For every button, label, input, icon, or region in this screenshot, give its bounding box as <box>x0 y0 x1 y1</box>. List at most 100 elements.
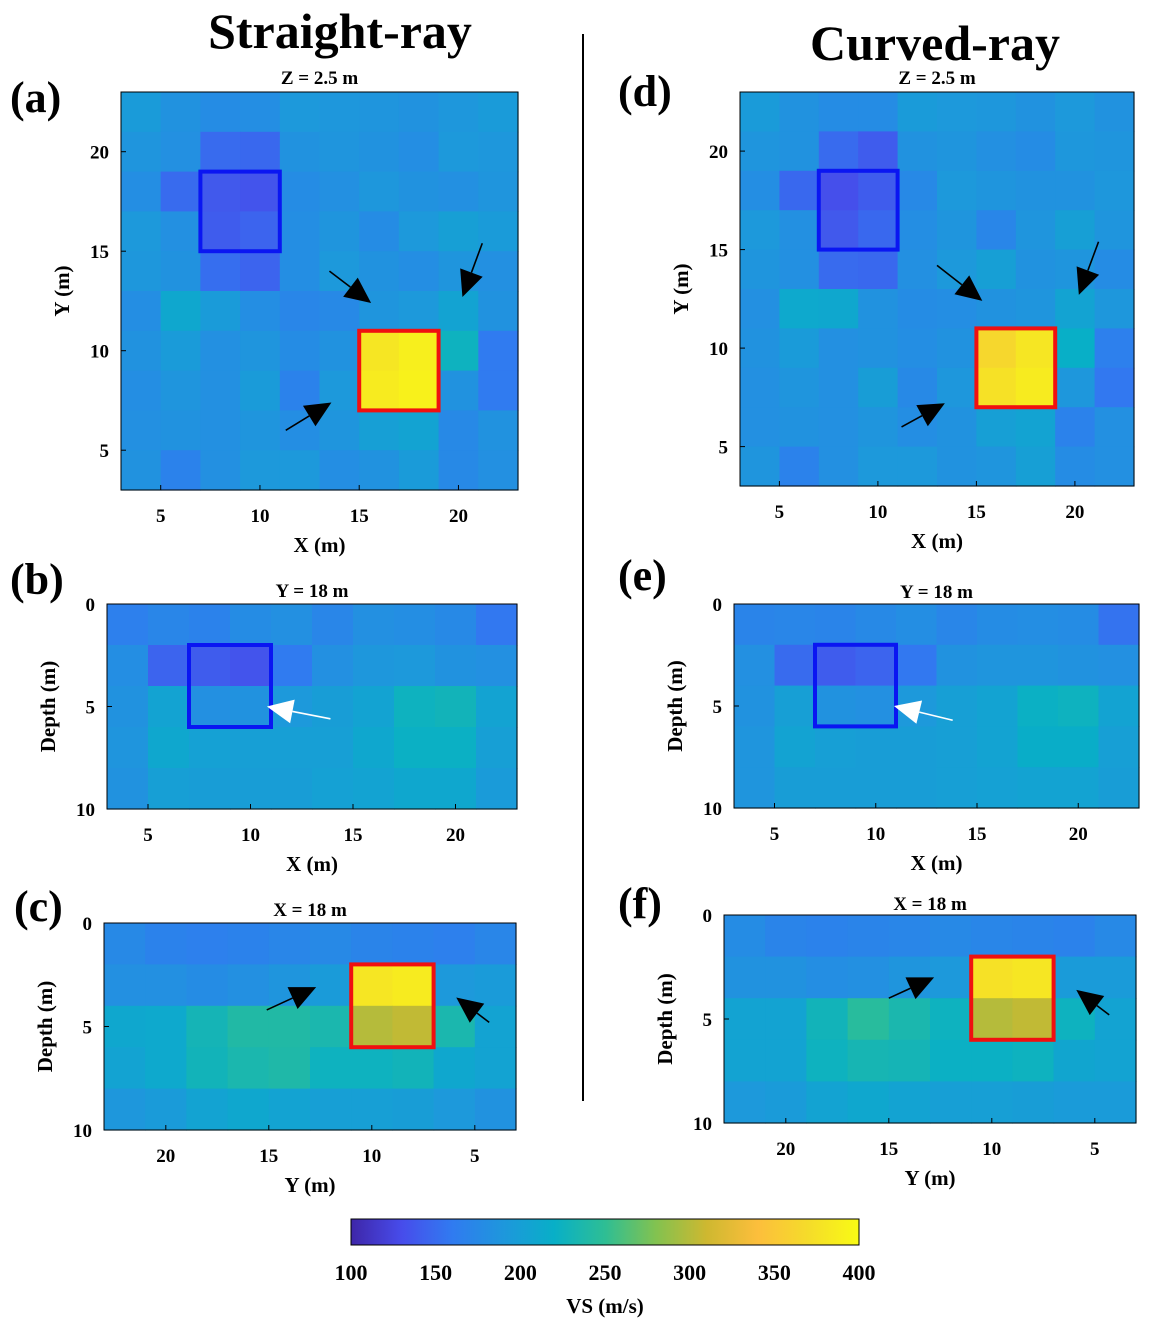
heatmap-cell <box>268 1088 311 1131</box>
heatmap-cell <box>1094 289 1135 329</box>
heatmap-cell <box>189 727 231 769</box>
heatmap-cell <box>279 330 321 372</box>
heatmap-cell <box>148 768 190 810</box>
annotation-arrow <box>1076 241 1100 295</box>
heatmap-cell <box>435 645 477 687</box>
heatmap-cell <box>398 251 440 292</box>
heatmap-cell <box>240 211 281 252</box>
heatmap-cell <box>977 726 1019 768</box>
anomaly-box <box>813 642 898 729</box>
heatmap-cell <box>977 644 1019 687</box>
heatmap-cell <box>398 291 440 332</box>
y-tick-label: 5 <box>83 1018 93 1039</box>
panel-label: (d) <box>618 67 672 116</box>
heatmap-cell <box>104 964 146 1007</box>
y-tick-label: 5 <box>713 697 723 718</box>
heatmap-cell <box>930 1039 972 1082</box>
heatmap-cell <box>438 450 479 491</box>
heatmap-cell <box>353 727 395 769</box>
annotation-arrow <box>460 242 484 297</box>
y-tick-label: 15 <box>90 242 109 263</box>
heatmap-cell <box>121 330 162 372</box>
heatmap-cell <box>818 328 859 369</box>
heatmap-cell <box>937 170 977 211</box>
x-tick-label: 20 <box>1069 824 1088 845</box>
heatmap-cell <box>121 370 162 411</box>
heatmap-cell <box>392 923 435 965</box>
panel-b: 5 10 15 20 0 5 10 Y = 18 m X (m) Depth (m) (b) <box>10 555 518 876</box>
heatmap-cell <box>936 604 978 646</box>
y-tick-label: 0 <box>83 914 93 935</box>
heatmap-cell <box>398 370 440 411</box>
heatmap-cell <box>438 370 479 411</box>
panel-title: Z = 2.5 m <box>898 68 975 89</box>
y-tick-label: 20 <box>90 143 109 164</box>
heatmap-cell <box>312 768 354 810</box>
heatmap-cell <box>240 370 281 411</box>
heatmap-cell <box>104 1047 146 1090</box>
heatmap-cell <box>359 330 400 372</box>
heatmap-cell <box>818 92 859 132</box>
heatmap-cell <box>200 370 241 411</box>
heatmap-cell <box>476 768 518 810</box>
colorbar-tick-label: 400 <box>843 1260 876 1285</box>
heatmap-cell <box>392 1005 435 1048</box>
panels: 5 10 15 20 5 10 15 20 Z = 2.5 m X (m) Y (m) (a) 5 10 1… <box>10 67 1140 1197</box>
heatmap-cell <box>740 446 780 487</box>
heatmap-cell <box>227 1088 270 1131</box>
heatmap-cell <box>937 210 977 251</box>
x-tick-label: 10 <box>868 502 887 523</box>
heatmap-cell <box>478 450 519 491</box>
x-tick-label: 15 <box>967 502 986 523</box>
heatmap-cell <box>271 645 313 687</box>
heatmap-cell <box>1094 170 1135 211</box>
heatmap-cell <box>855 685 897 727</box>
heatmap-cell <box>1094 328 1135 369</box>
heatmap-cell <box>438 171 479 212</box>
heatmap-cell <box>774 767 816 809</box>
heatmap-cell <box>310 923 352 965</box>
heatmap-cell <box>435 727 477 769</box>
heatmap-cell <box>240 251 281 292</box>
heatmap-cell <box>107 686 149 728</box>
heatmap-cell <box>200 92 241 133</box>
anomaly-box <box>349 962 436 1050</box>
heatmap-cell <box>774 644 816 687</box>
heatmap-cell <box>271 768 313 810</box>
heatmap-cell <box>779 407 820 448</box>
heatmap-cell <box>121 211 162 252</box>
panel-e: 5 10 15 20 0 5 10 Y = 18 m X (m) Depth (m) (e) <box>618 551 1140 875</box>
anomaly-box <box>198 169 282 254</box>
colorbar-gradient <box>350 1218 860 1246</box>
heatmap-cell <box>806 915 849 958</box>
heatmap-cell <box>200 251 241 292</box>
x-tick-label: 20 <box>156 1146 175 1167</box>
heatmap-cell <box>227 1005 270 1048</box>
heatmap-cell <box>858 289 899 329</box>
heatmap-cell <box>476 727 518 769</box>
heatmap-cell <box>240 131 281 173</box>
heatmap-cell <box>971 915 1013 958</box>
heatmap-cell <box>1094 131 1135 172</box>
heatmap-cell <box>847 1081 890 1124</box>
x-tick-label: 15 <box>879 1139 898 1160</box>
heatmap-cell <box>268 1005 311 1048</box>
anomaly-box <box>969 954 1056 1042</box>
annotation-arrow <box>285 402 332 431</box>
colorbar-tick-label: 250 <box>589 1260 622 1285</box>
heatmap-cell <box>240 450 281 491</box>
panel-title: Y = 18 m <box>900 582 973 603</box>
column-title-straight-ray: Straight-ray <box>208 3 472 59</box>
heatmap-cell <box>1098 767 1140 809</box>
heatmap-cell <box>240 92 281 133</box>
panel-c: 20 15 10 5 0 5 10 X = 18 m Y (m) Depth (m) (c) <box>14 882 517 1197</box>
heatmap-cell <box>1053 1081 1096 1124</box>
heatmap-cell <box>858 131 899 172</box>
heatmap-cell <box>121 171 162 212</box>
y-tick-label: 10 <box>76 800 95 821</box>
heatmap-cell <box>858 249 899 290</box>
heatmap-cell <box>351 1005 393 1048</box>
heatmap-cell <box>319 131 360 173</box>
heatmap-cell <box>976 367 1017 408</box>
anomaly-box <box>357 328 441 413</box>
